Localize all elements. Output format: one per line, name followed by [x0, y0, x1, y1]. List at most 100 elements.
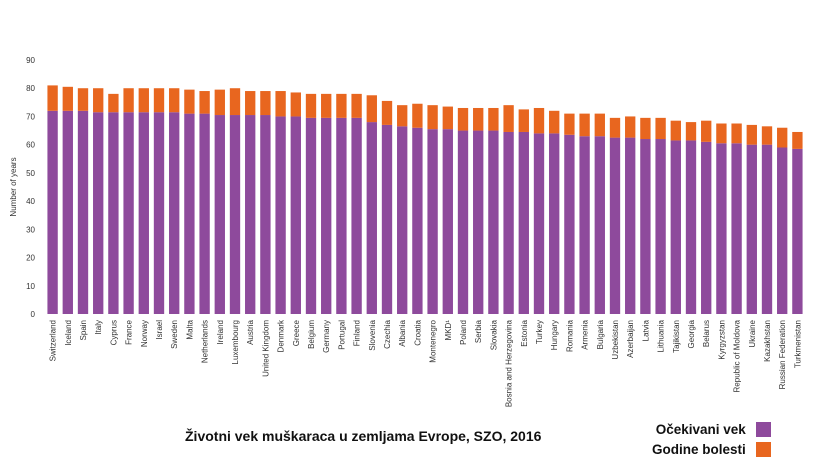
x-tick-label: Russian Federation: [778, 320, 787, 389]
y-tick-label: 0: [31, 310, 36, 319]
x-tick-label: Bosnia and Herzegovina: [505, 319, 514, 407]
x-tick-label: Portugal: [337, 320, 346, 350]
bar-segment-expectancy: [670, 140, 681, 314]
bar-segment-illness: [305, 93, 317, 118]
bar-segment-expectancy: [93, 112, 104, 315]
bar-segment-illness: [93, 88, 104, 113]
y-tick-label: 20: [26, 254, 35, 263]
bar-segment-expectancy: [275, 116, 286, 314]
bar-segment-illness: [670, 120, 681, 141]
y-axis: 0 10 20 30 40 50 60 70 80 90: [26, 56, 35, 319]
bar-segment-illness: [503, 105, 514, 132]
x-tick-label: Ireland: [216, 320, 225, 344]
x-tick-label: Germany: [322, 320, 331, 353]
bar-segment-expectancy: [777, 147, 788, 314]
x-tick-label: France: [125, 319, 134, 344]
bar-segment-illness: [777, 127, 788, 148]
bar-segment-expectancy: [640, 139, 651, 314]
bar-segment-illness: [336, 93, 347, 118]
bar-segment-expectancy: [199, 113, 210, 315]
bar-segment-expectancy: [260, 115, 271, 314]
x-tick-label: Slovenia: [368, 319, 377, 350]
x-tick-label: Montenegro: [429, 319, 438, 362]
bar-segment-illness: [412, 103, 423, 128]
y-axis-label: Number of years: [9, 157, 18, 216]
bar-segment-illness: [397, 105, 408, 127]
x-tick-labels: Switzerland Iceland Spain Italy Cyprus France…: [49, 319, 803, 407]
bar-segment-expectancy: [412, 127, 423, 314]
x-tick-label: Norway: [140, 320, 149, 347]
bar-segment-illness: [62, 86, 73, 111]
bar-segment-illness: [184, 89, 195, 114]
bar-segment-expectancy: [609, 137, 621, 314]
x-tick-label: Turkmenistan: [793, 320, 802, 368]
x-tick-label: Kyrgyzstan: [717, 320, 726, 360]
x-tick-label: Belgium: [307, 320, 316, 349]
x-tick-label: Austria: [246, 319, 255, 344]
y-tick-label: 80: [26, 84, 35, 93]
x-tick-label: Spain: [79, 320, 88, 340]
bar-segment-illness: [625, 116, 636, 138]
bar-segment-expectancy: [381, 124, 393, 314]
bar-segment-expectancy: [625, 137, 636, 314]
bar-segment-illness: [169, 88, 180, 113]
bar-segment-expectancy: [701, 141, 712, 314]
x-tick-label: Croatia: [413, 319, 422, 345]
bar-segment-expectancy: [731, 143, 742, 314]
bar-segment-expectancy: [108, 112, 119, 315]
bar-segment-expectancy: [549, 133, 560, 314]
bar-segment-expectancy: [366, 122, 377, 314]
bar-segment-expectancy: [655, 139, 666, 314]
bar-segment-expectancy: [184, 113, 195, 315]
bar-segment-illness: [290, 92, 301, 117]
bar-segment-illness: [199, 91, 210, 114]
y-tick-label: 40: [26, 197, 35, 206]
bar-segment-expectancy: [503, 131, 514, 314]
x-tick-label: Lithuania: [657, 319, 666, 352]
x-tick-label: Bulgaria: [596, 319, 605, 349]
bar-segment-illness: [731, 123, 742, 144]
x-tick-label: Czechia: [383, 319, 392, 348]
stacked-bar-chart: 0 10 20 30 40 50 60 70 80 90 Number of years Swit…: [9, 56, 803, 407]
bar-segment-illness: [579, 113, 590, 137]
bar-segment-illness: [457, 107, 469, 131]
x-tick-label: United Kingdom: [261, 320, 270, 377]
bar-segment-expectancy: [229, 115, 241, 314]
bar-segment-illness: [640, 117, 651, 140]
x-tick-label: Armenia: [581, 319, 590, 349]
bar-segment-expectancy: [594, 136, 605, 314]
bar-segment-illness: [229, 88, 241, 116]
bar-segment-illness: [792, 131, 803, 149]
bar-segment-expectancy: [169, 112, 180, 315]
bar-segment-expectancy: [792, 148, 803, 314]
x-tick-label: Turkey: [535, 320, 544, 344]
x-tick-label: Kazakhstan: [763, 320, 772, 362]
x-tick-label: Ukraine: [748, 319, 757, 347]
x-tick-label: Latvia: [641, 319, 650, 341]
legend-label: Očekivani vek: [655, 421, 746, 437]
legend-swatch: [755, 421, 771, 437]
x-tick-label: Netherlands: [201, 320, 210, 363]
bar-segment-illness: [275, 91, 286, 117]
bar-segment-illness: [761, 126, 773, 145]
x-tick-label: Romania: [565, 319, 574, 352]
bar-segment-expectancy: [77, 110, 89, 314]
bar-segment-illness: [746, 124, 757, 145]
bar-segment-illness: [214, 89, 225, 116]
bar-segment-illness: [594, 113, 605, 137]
x-tick-label: Albania: [398, 319, 407, 346]
bar-segment-illness: [321, 93, 332, 118]
y-tick-label: 60: [26, 141, 35, 150]
bar-segment-expectancy: [473, 130, 484, 314]
chart-caption: Životni vek muškaraca u zemljama Evrope,…: [185, 428, 542, 444]
bar-segment-illness: [564, 113, 575, 135]
bar-segment-expectancy: [564, 134, 575, 314]
x-tick-label: Slovakia: [489, 319, 498, 350]
x-tick-label: Greece: [292, 319, 301, 346]
y-tick-label: 70: [26, 112, 35, 121]
bar-segment-expectancy: [427, 129, 438, 314]
legend: Očekivani vek Godine bolesti: [652, 419, 771, 459]
bar-segment-expectancy: [488, 130, 499, 314]
bar-segment-expectancy: [746, 144, 757, 314]
legend-item-illness: Godine bolesti: [652, 439, 771, 459]
